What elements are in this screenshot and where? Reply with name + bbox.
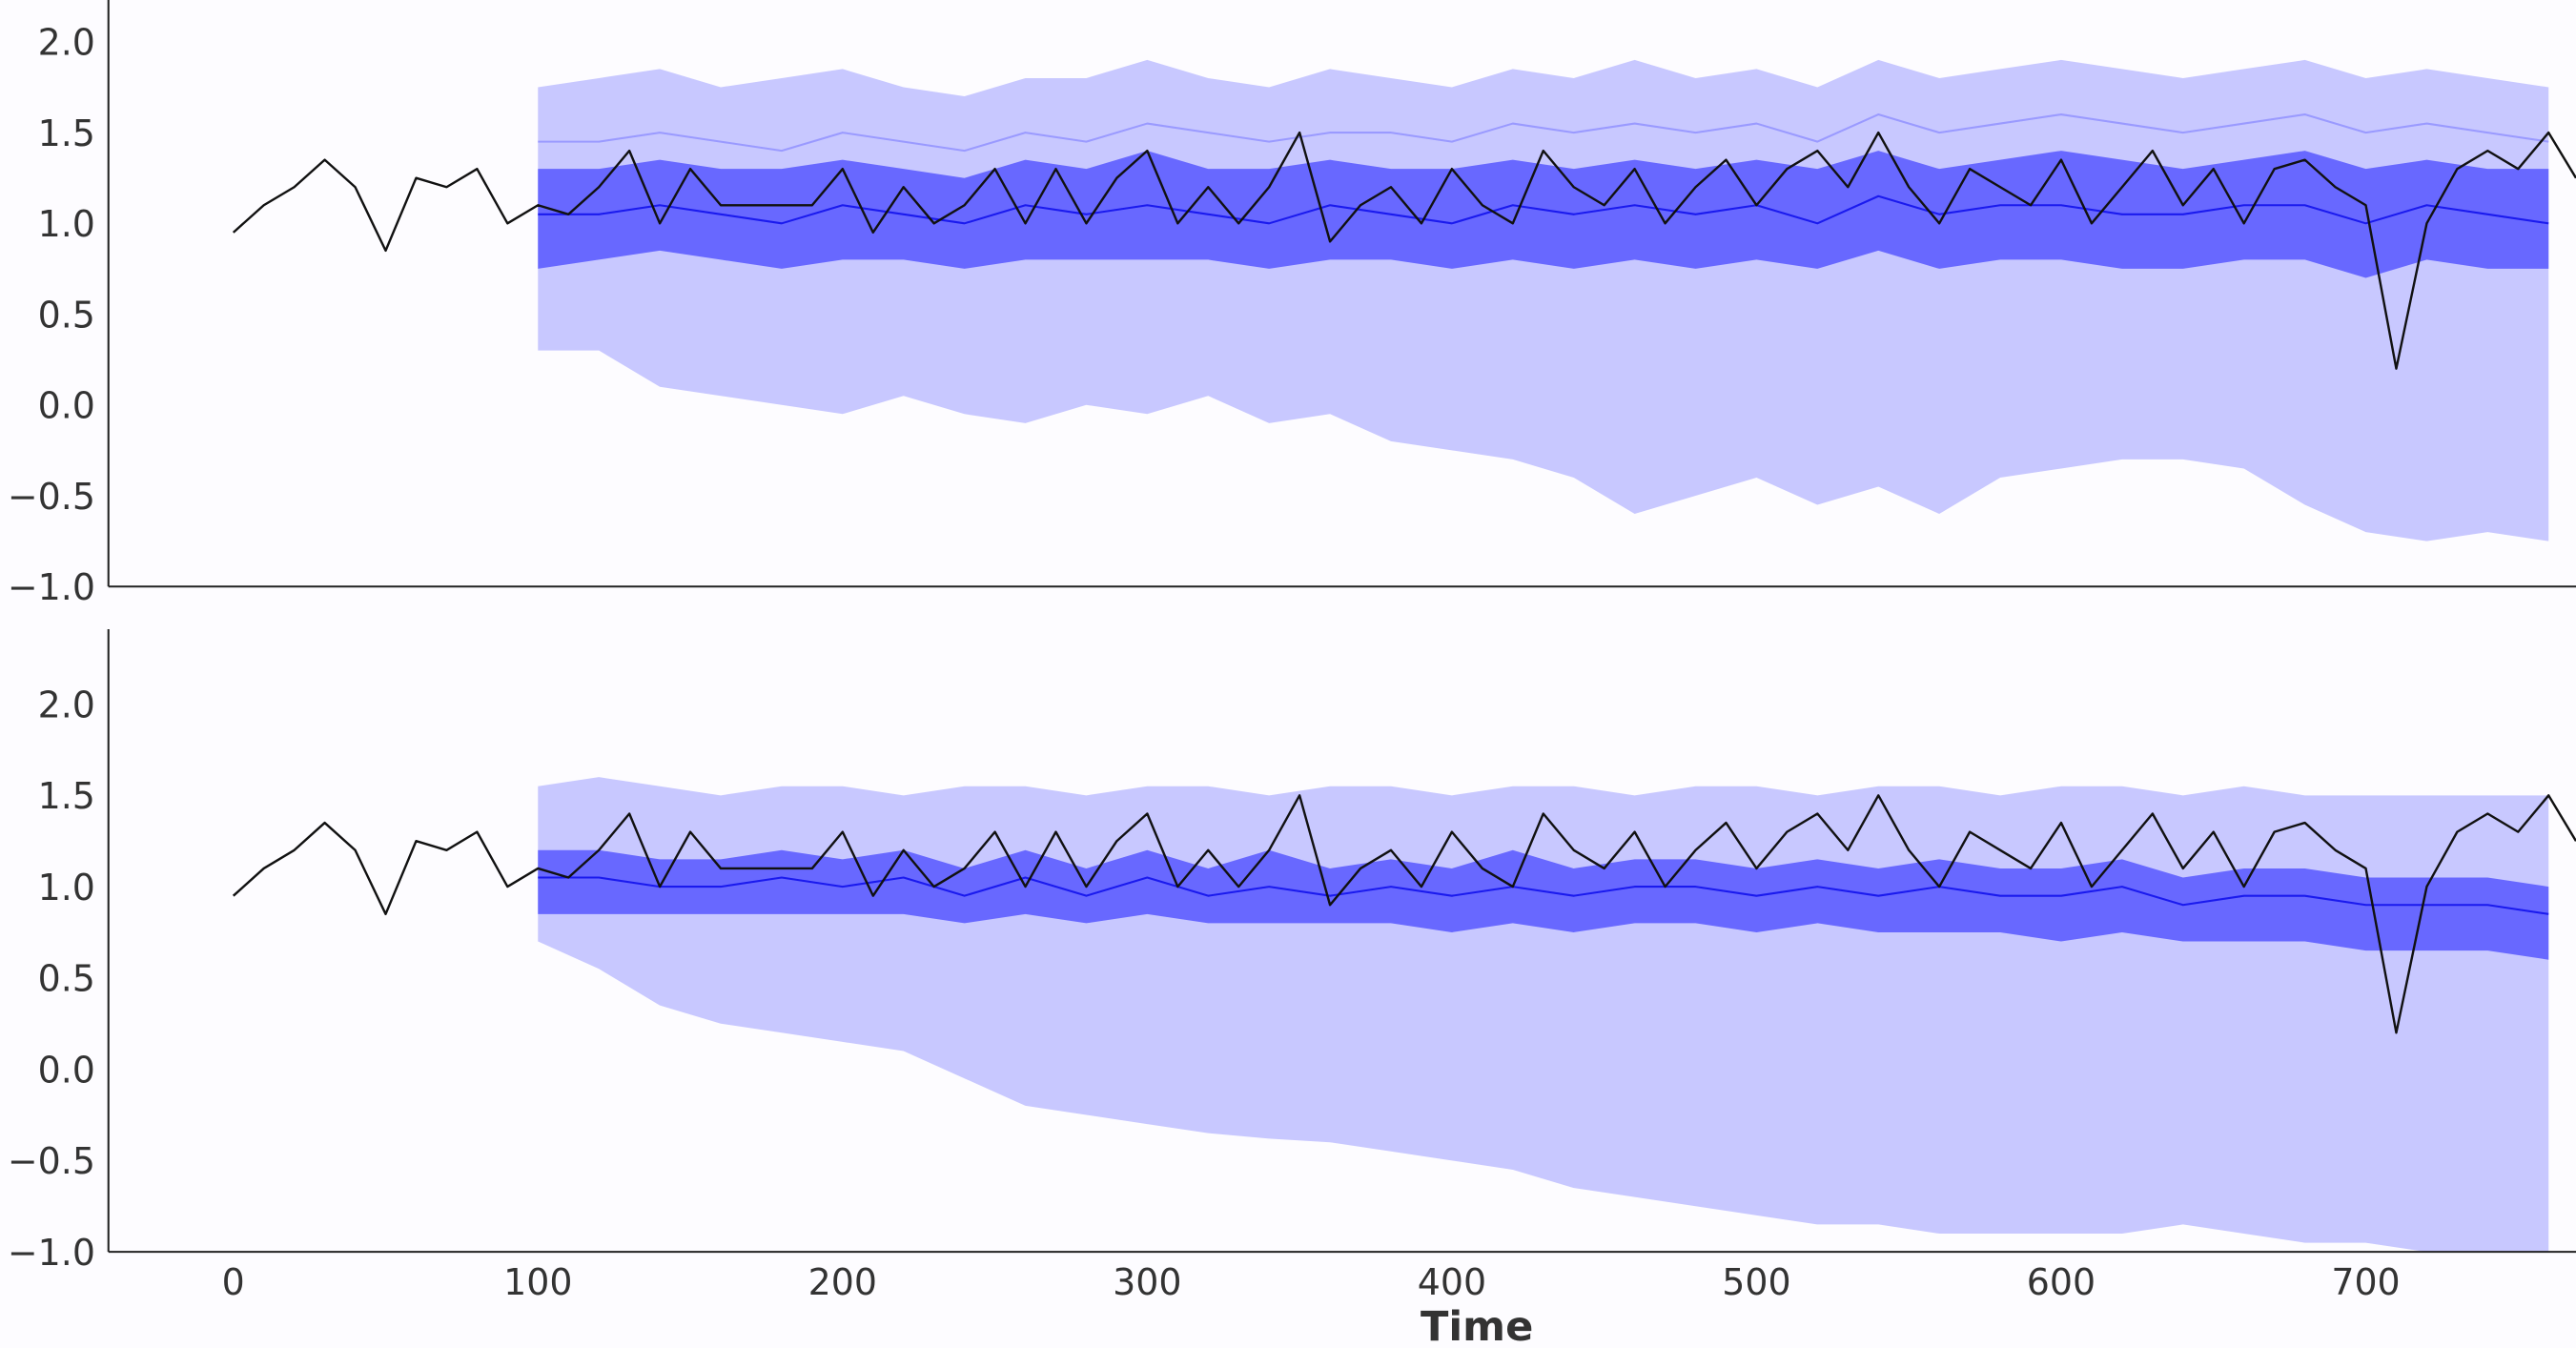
y-tick-label: 0.0 [38, 1049, 95, 1091]
median-forecast-line [538, 194, 2549, 225]
median-forecast-line [538, 876, 2549, 915]
observed-series-line [232, 794, 2576, 1034]
x-tick-label: 100 [503, 1261, 572, 1303]
y-tick-label: 0.0 [38, 385, 95, 427]
y-tick-label: 0.5 [38, 958, 95, 1000]
x-tick-label: 400 [1418, 1261, 1486, 1303]
bottom-panel [232, 777, 2576, 1253]
y-tick-label: 2.0 [38, 684, 95, 725]
y-tick-label: 1.0 [38, 867, 95, 909]
x-tick-label: 200 [808, 1261, 877, 1303]
y-tick-label: −0.5 [8, 1140, 95, 1182]
y-tick-label: 1.5 [38, 112, 95, 154]
x-tick-label: 700 [2331, 1261, 2400, 1303]
x-tick-label: 0 [222, 1261, 245, 1303]
x-tick-label: 500 [1722, 1261, 1790, 1303]
x-tick-label: 600 [2027, 1261, 2096, 1303]
y-tick-label: 1.5 [38, 775, 95, 817]
observed-series-line [232, 131, 2576, 370]
y-tick-label: −1.0 [8, 1232, 95, 1274]
y-tick-label: 1.0 [38, 203, 95, 245]
upper-quantile-line [538, 113, 2549, 153]
top-panel [232, 59, 2576, 541]
y-tick-label: −0.5 [8, 476, 95, 518]
x-tick-label: 300 [1113, 1261, 1181, 1303]
y-tick-label: 0.5 [38, 294, 95, 336]
inner-interval-band [538, 151, 2549, 278]
y-tick-label: 2.0 [38, 22, 95, 64]
y-tick-label: −1.0 [8, 566, 95, 608]
inner-interval-band [538, 849, 2549, 960]
x-axis-label: Time [1421, 1303, 1533, 1348]
